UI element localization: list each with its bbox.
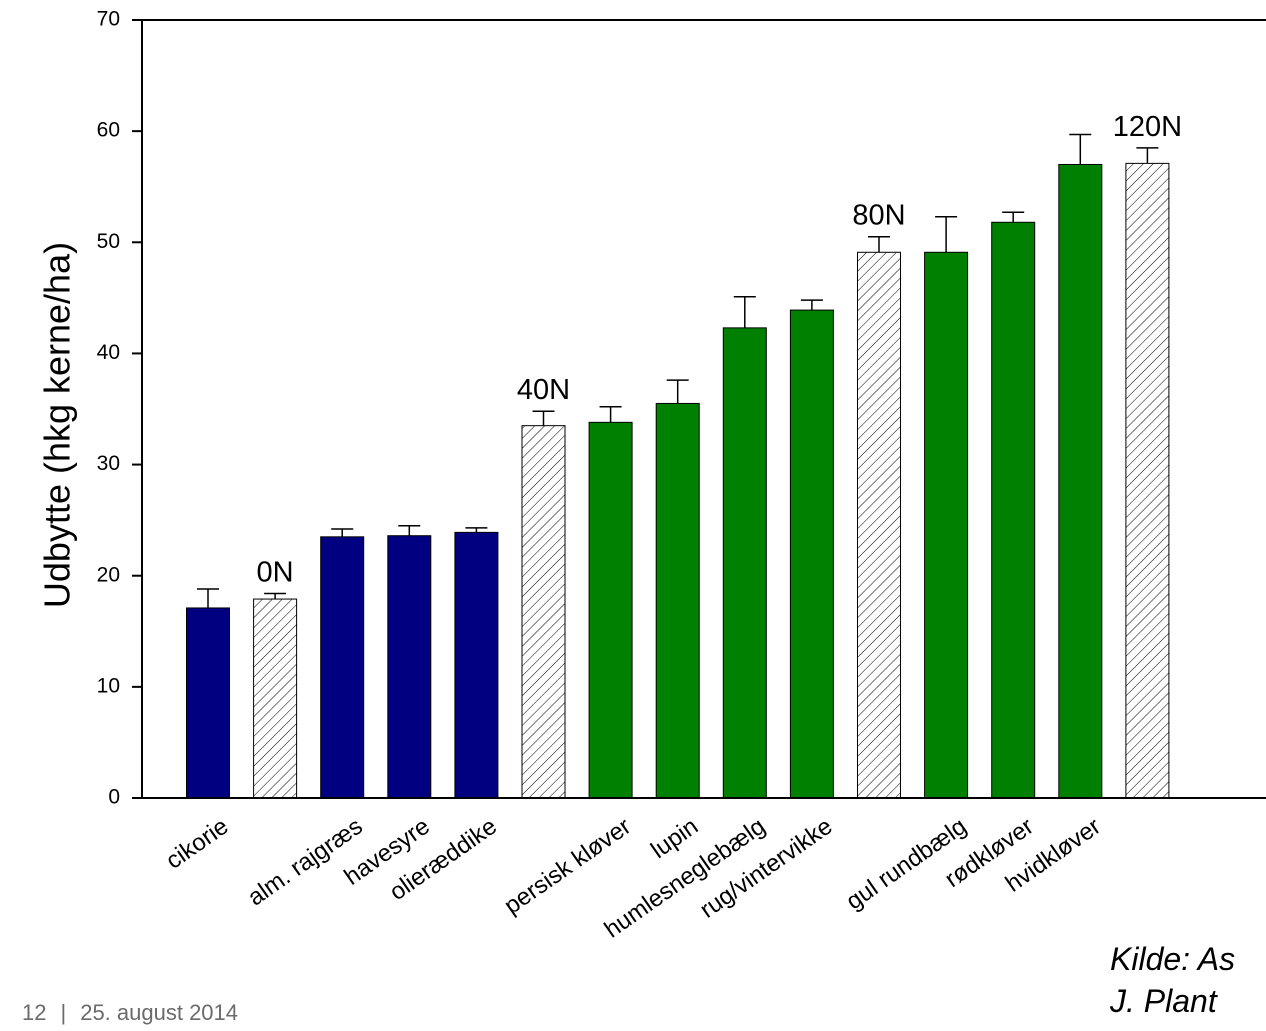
annotation-40N: 40N	[517, 374, 570, 406]
bar-40N	[521, 425, 566, 799]
y-axis-label: Udbytte (hkg kerne/ha)	[37, 242, 78, 608]
y-tick-label-60: 60	[97, 119, 120, 142]
bar-80N	[857, 251, 901, 799]
source-line-1: Kilde: As	[1110, 941, 1236, 977]
source-line-2: J. Plant	[1110, 983, 1217, 1019]
bar-0N	[253, 598, 298, 799]
bar-rødkløver	[991, 221, 1036, 799]
bar-hvidkløver	[1058, 163, 1103, 799]
y-tick-label-20: 20	[97, 563, 120, 586]
bars-layer	[186, 133, 1170, 799]
bar-humlesneglebælg	[722, 327, 767, 799]
source-citation: Kilde: As J. Plant	[1110, 938, 1235, 1022]
bar-rug/vintervikke	[789, 309, 834, 799]
y-tick-label-40: 40	[97, 341, 120, 364]
bar-alm. rajgræs	[320, 536, 365, 799]
bar-120N	[1125, 162, 1170, 799]
slide-footer: 12 | 25. august 2014	[22, 1000, 238, 1026]
bar-lupin	[655, 402, 700, 799]
y-tick-label-10: 10	[97, 674, 120, 697]
annotation-0N: 0N	[257, 556, 294, 588]
category-label-6: persisk kløver	[499, 813, 636, 920]
bar-olieræddike	[454, 531, 499, 799]
bar-gul rundbælg	[924, 251, 969, 799]
bar-persisk kløver	[588, 421, 633, 799]
footer-separator: |	[60, 1000, 67, 1025]
footer-date: 25. august 2014	[80, 1000, 239, 1025]
page-number: 12	[22, 1000, 47, 1025]
y-tick-label-70: 70	[97, 8, 120, 31]
y-tick-label-30: 30	[97, 452, 120, 475]
annotation-120N: 120N	[1113, 111, 1182, 143]
y-tick-label-50: 50	[97, 230, 120, 253]
bar-cikorie	[186, 607, 230, 799]
annotation-80N: 80N	[852, 200, 905, 232]
category-label-0: cikorie	[161, 813, 233, 875]
axes-layer: 0 10 20 30 40 50 60 70	[97, 8, 1266, 809]
y-tick-label-0: 0	[108, 786, 120, 809]
bar-havesyre	[387, 535, 432, 799]
